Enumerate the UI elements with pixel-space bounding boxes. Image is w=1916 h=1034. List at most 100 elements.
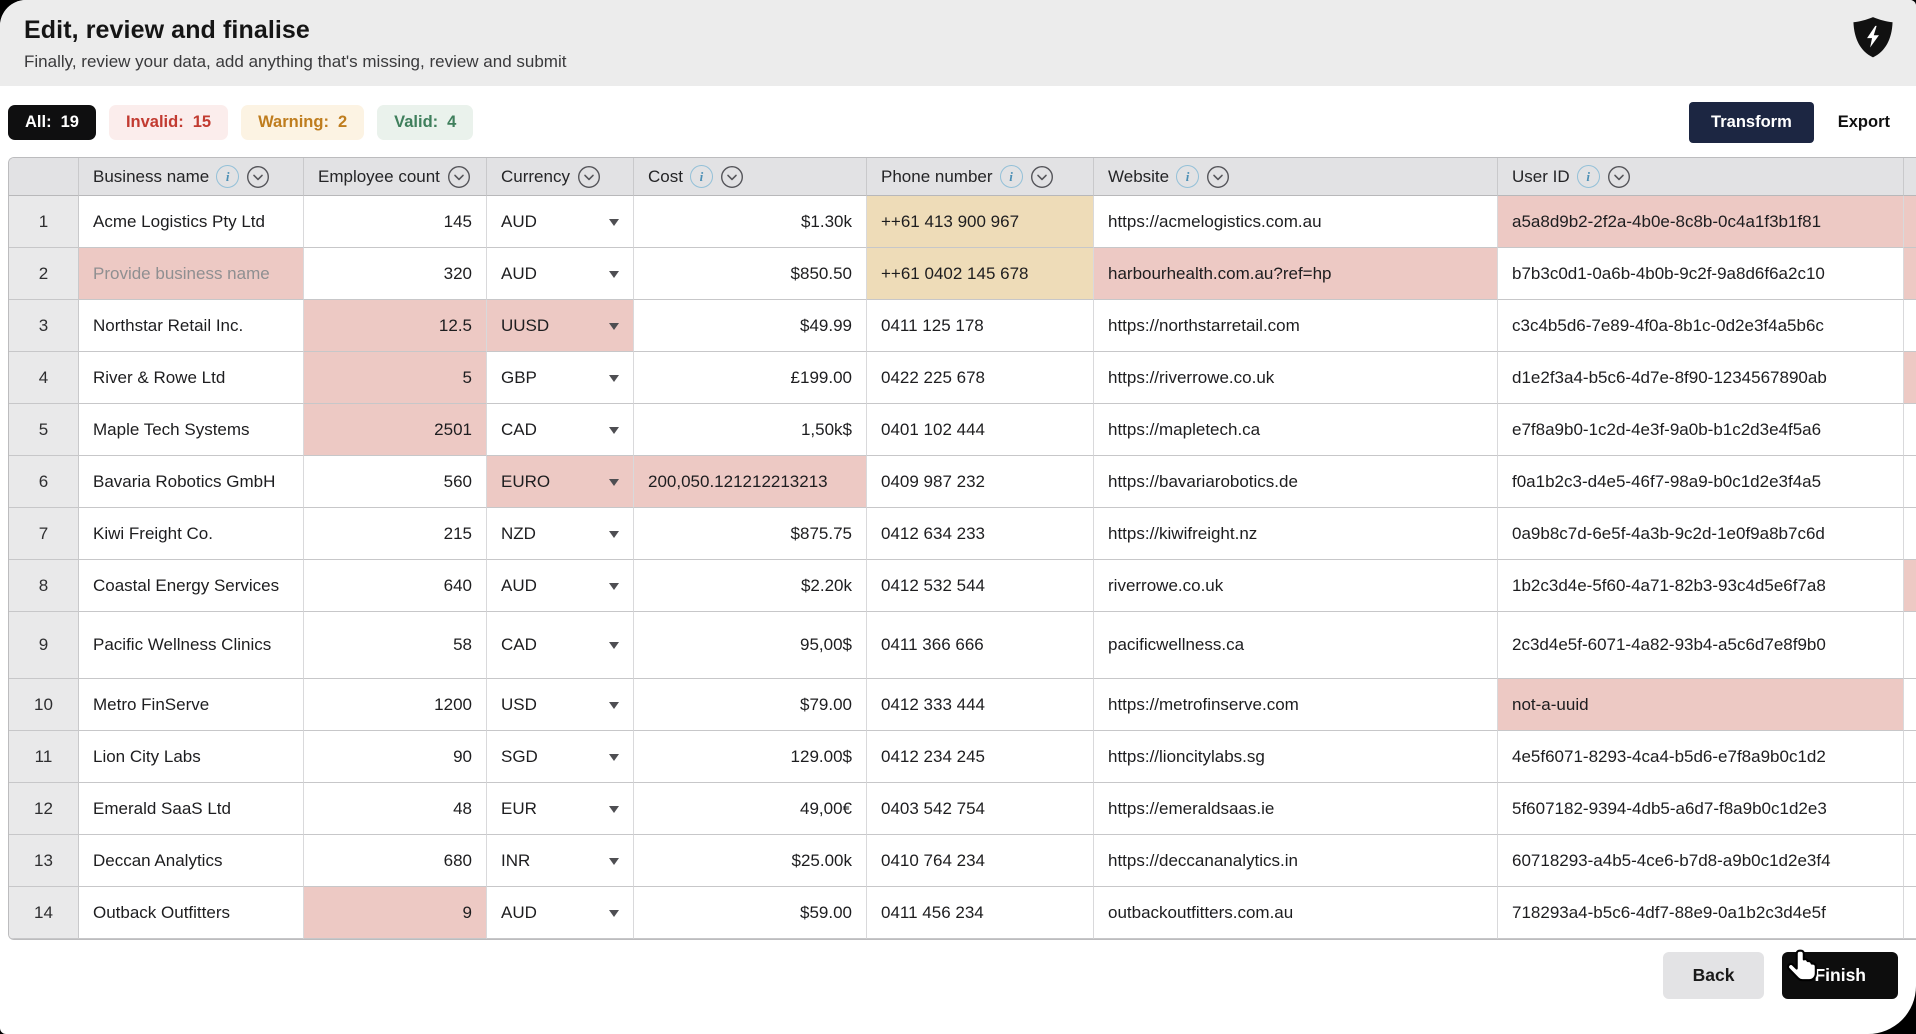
business-cell[interactable]: Acme Logistics Pty Ltd xyxy=(79,196,304,248)
user_id-cell[interactable]: e7f8a9b0-1c2d-4e3f-9a0b-b1c2d3e4f5a6 xyxy=(1498,404,1904,456)
website-cell[interactable]: https://emeraldsaas.ie xyxy=(1094,783,1498,835)
column-header-cost[interactable]: Cost i xyxy=(634,158,867,196)
currency-cell[interactable]: CAD xyxy=(487,612,634,679)
phone-cell[interactable]: 0412 532 544 xyxy=(867,560,1094,612)
column-header-business[interactable]: Business name i xyxy=(79,158,304,196)
row-number[interactable]: 6 xyxy=(9,456,79,508)
row-number[interactable]: 13 xyxy=(9,835,79,887)
chevron-down-circle-icon[interactable] xyxy=(577,165,601,189)
website-cell[interactable]: https://acmelogistics.com.au xyxy=(1094,196,1498,248)
user_id-cell[interactable]: 0a9b8c7d-6e5f-4a3b-9c2d-1e0f9a8b7c6d xyxy=(1498,508,1904,560)
filter-pill-warning[interactable]: Warning: 2 xyxy=(241,105,365,140)
website-cell[interactable]: riverrowe.co.uk xyxy=(1094,560,1498,612)
column-header-employee[interactable]: Employee count xyxy=(304,158,487,196)
chevron-down-circle-icon[interactable] xyxy=(720,165,744,189)
user_id-cell[interactable]: not-a-uuid xyxy=(1498,679,1904,731)
row-number[interactable]: 10 xyxy=(9,679,79,731)
row-number[interactable]: 12 xyxy=(9,783,79,835)
cost-cell[interactable]: $49.99 xyxy=(634,300,867,352)
cost-cell[interactable]: 200,050.121212213213 xyxy=(634,456,867,508)
row-number[interactable]: 11 xyxy=(9,731,79,783)
currency-cell[interactable]: CAD xyxy=(487,404,634,456)
cost-cell[interactable]: $2.20k xyxy=(634,560,867,612)
column-header-phone[interactable]: Phone number i xyxy=(867,158,1094,196)
business-cell[interactable]: Lion City Labs xyxy=(79,731,304,783)
employee-cell[interactable]: 560 xyxy=(304,456,487,508)
employee-cell[interactable]: 90 xyxy=(304,731,487,783)
user_id-cell[interactable]: b7b3c0d1-0a6b-4b0b-9c2f-9a8d6f6a2c10 xyxy=(1498,248,1904,300)
currency-cell[interactable]: GBP xyxy=(487,352,634,404)
website-cell[interactable]: harbourhealth.com.au?ref=hp xyxy=(1094,248,1498,300)
phone-cell[interactable]: 0403 542 754 xyxy=(867,783,1094,835)
website-cell[interactable]: outbackoutfitters.com.au xyxy=(1094,887,1498,939)
cost-cell[interactable]: 1,50k$ xyxy=(634,404,867,456)
business-cell[interactable]: Bavaria Robotics GmbH xyxy=(79,456,304,508)
phone-cell[interactable]: 0401 102 444 xyxy=(867,404,1094,456)
user_id-cell[interactable]: a5a8d9b2-2f2a-4b0e-8c8b-0c4a1f3b1f81 xyxy=(1498,196,1904,248)
website-cell[interactable]: https://bavariarobotics.de xyxy=(1094,456,1498,508)
website-cell[interactable]: https://riverrowe.co.uk xyxy=(1094,352,1498,404)
cost-cell[interactable]: $79.00 xyxy=(634,679,867,731)
column-header-user_id[interactable]: User ID i xyxy=(1498,158,1904,196)
website-cell[interactable]: https://mapletech.ca xyxy=(1094,404,1498,456)
transform-button[interactable]: Transform xyxy=(1689,102,1814,143)
website-cell[interactable]: pacificwellness.ca xyxy=(1094,612,1498,679)
phone-cell[interactable]: 0412 634 233 xyxy=(867,508,1094,560)
website-cell[interactable]: https://lioncitylabs.sg xyxy=(1094,731,1498,783)
filter-pill-invalid[interactable]: Invalid: 15 xyxy=(108,105,229,140)
phone-cell[interactable]: 0412 333 444 xyxy=(867,679,1094,731)
row-number[interactable]: 2 xyxy=(9,248,79,300)
row-number[interactable]: 14 xyxy=(9,887,79,939)
currency-cell[interactable]: INR xyxy=(487,835,634,887)
row-number[interactable]: 3 xyxy=(9,300,79,352)
cost-cell[interactable]: 129.00$ xyxy=(634,731,867,783)
user_id-cell[interactable]: 60718293-a4b5-4ce6-b7d8-a9b0c1d2e3f4 xyxy=(1498,835,1904,887)
cost-cell[interactable]: $1.30k xyxy=(634,196,867,248)
cost-cell[interactable]: 49,00€ xyxy=(634,783,867,835)
chevron-down-circle-icon[interactable] xyxy=(447,165,471,189)
chevron-down-circle-icon[interactable] xyxy=(246,165,270,189)
currency-cell[interactable]: EURO xyxy=(487,456,634,508)
chevron-down-circle-icon[interactable] xyxy=(1607,165,1631,189)
employee-cell[interactable]: 5 xyxy=(304,352,487,404)
user_id-cell[interactable]: d1e2f3a4-b5c6-4d7e-8f90-1234567890ab xyxy=(1498,352,1904,404)
currency-cell[interactable]: UUSD xyxy=(487,300,634,352)
phone-cell[interactable]: 0411 456 234 xyxy=(867,887,1094,939)
employee-cell[interactable]: 680 xyxy=(304,835,487,887)
business-cell[interactable]: Coastal Energy Services xyxy=(79,560,304,612)
employee-cell[interactable]: 48 xyxy=(304,783,487,835)
employee-cell[interactable]: 1200 xyxy=(304,679,487,731)
cost-cell[interactable]: £199.00 xyxy=(634,352,867,404)
business-cell[interactable]: Kiwi Freight Co. xyxy=(79,508,304,560)
row-number[interactable]: 7 xyxy=(9,508,79,560)
website-cell[interactable]: https://metrofinserve.com xyxy=(1094,679,1498,731)
currency-cell[interactable]: USD xyxy=(487,679,634,731)
business-cell[interactable]: Provide business name xyxy=(79,248,304,300)
phone-cell[interactable]: 0410 764 234 xyxy=(867,835,1094,887)
phone-cell[interactable]: 0412 234 245 xyxy=(867,731,1094,783)
row-number[interactable]: 4 xyxy=(9,352,79,404)
user_id-cell[interactable]: f0a1b2c3-d4e5-46f7-98a9-b0c1d2e3f4a5 xyxy=(1498,456,1904,508)
currency-cell[interactable]: AUD xyxy=(487,887,634,939)
website-cell[interactable]: https://kiwifreight.nz xyxy=(1094,508,1498,560)
user_id-cell[interactable]: 5f607182-9394-4db5-a6d7-f8a9b0c1d2e3 xyxy=(1498,783,1904,835)
currency-cell[interactable]: AUD xyxy=(487,560,634,612)
row-number[interactable]: 5 xyxy=(9,404,79,456)
website-cell[interactable]: https://deccananalytics.in xyxy=(1094,835,1498,887)
cost-cell[interactable]: $59.00 xyxy=(634,887,867,939)
business-cell[interactable]: Maple Tech Systems xyxy=(79,404,304,456)
phone-cell[interactable]: 0411 125 178 xyxy=(867,300,1094,352)
currency-cell[interactable]: EUR xyxy=(487,783,634,835)
filter-pill-valid[interactable]: Valid: 4 xyxy=(377,105,474,140)
user_id-cell[interactable]: 718293a4-b5c6-4df7-88e9-0a1b2c3d4e5f xyxy=(1498,887,1904,939)
business-cell[interactable]: Metro FinServe xyxy=(79,679,304,731)
employee-cell[interactable]: 320 xyxy=(304,248,487,300)
currency-cell[interactable]: NZD xyxy=(487,508,634,560)
business-cell[interactable]: River & Rowe Ltd xyxy=(79,352,304,404)
employee-cell[interactable]: 9 xyxy=(304,887,487,939)
employee-cell[interactable]: 58 xyxy=(304,612,487,679)
cost-cell[interactable]: $875.75 xyxy=(634,508,867,560)
column-header-currency[interactable]: Currency xyxy=(487,158,634,196)
user_id-cell[interactable]: 1b2c3d4e-5f60-4a71-82b3-93c4d5e6f7a8 xyxy=(1498,560,1904,612)
employee-cell[interactable]: 145 xyxy=(304,196,487,248)
